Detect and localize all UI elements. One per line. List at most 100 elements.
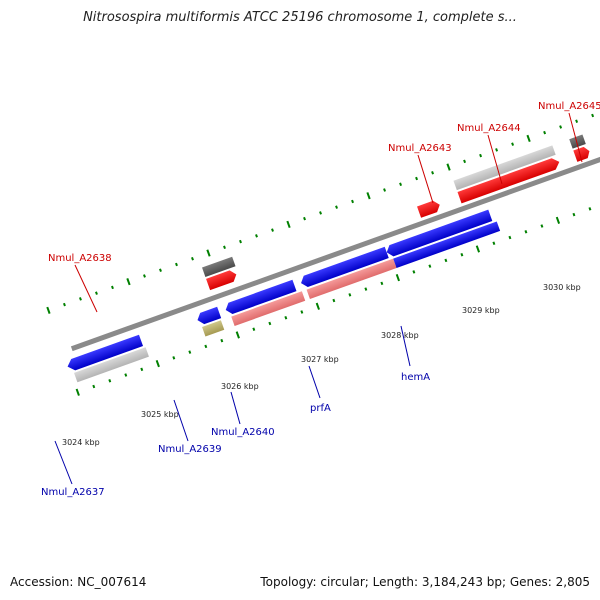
gene-label[interactable]: Nmul_A2645 bbox=[538, 101, 600, 112]
minor-tick bbox=[559, 125, 563, 129]
cds-hema[interactable] bbox=[385, 209, 493, 258]
minor-tick bbox=[220, 338, 224, 343]
minor-tick bbox=[348, 293, 352, 297]
major-tick bbox=[315, 302, 320, 310]
major-tick bbox=[395, 273, 400, 282]
minor-tick bbox=[188, 350, 192, 354]
callout-line bbox=[400, 325, 411, 367]
minor-tick bbox=[508, 235, 512, 240]
major-tick bbox=[206, 249, 211, 257]
minor-tick bbox=[540, 224, 544, 228]
callout-line bbox=[173, 399, 189, 442]
cds-nmul-a2643[interactable] bbox=[417, 199, 442, 218]
cds-nmul-a2640[interactable] bbox=[224, 279, 297, 316]
minor-tick bbox=[380, 281, 384, 286]
minor-tick bbox=[572, 212, 576, 217]
gene-nmul-a2640[interactable] bbox=[231, 291, 306, 326]
cds-nmul-a2638[interactable] bbox=[206, 269, 238, 291]
cds-nmul-a2644[interactable] bbox=[457, 156, 562, 204]
major-tick bbox=[126, 278, 131, 286]
minor-tick bbox=[575, 119, 579, 123]
minor-tick bbox=[271, 228, 274, 232]
minor-tick bbox=[79, 297, 82, 301]
kbp-label: 3030 kbp bbox=[543, 283, 581, 292]
upper-tick-row bbox=[46, 113, 595, 314]
minor-tick bbox=[335, 205, 338, 209]
reverse-gene-labels: Nmul_A2637 Nmul_A2639 Nmul_A2640 prfA he… bbox=[41, 325, 430, 498]
minor-tick bbox=[495, 148, 499, 152]
major-tick bbox=[446, 163, 451, 171]
gene-label[interactable]: prfA bbox=[310, 403, 331, 414]
major-tick bbox=[286, 220, 291, 229]
gene-nmul-a2644[interactable] bbox=[453, 145, 556, 191]
minor-tick bbox=[239, 239, 242, 244]
minor-tick bbox=[255, 234, 258, 238]
minor-tick bbox=[63, 302, 66, 307]
major-tick bbox=[75, 388, 80, 396]
cds-nmul-a2645[interactable] bbox=[573, 145, 591, 162]
minor-tick bbox=[319, 211, 322, 215]
gene-label[interactable]: Nmul_A2644 bbox=[457, 123, 521, 134]
minor-tick bbox=[591, 113, 595, 118]
minor-tick bbox=[111, 285, 114, 290]
cds-nmul-a2639[interactable] bbox=[195, 306, 222, 326]
forward-gene-labels: Nmul_A2638 Nmul_A2643 Nmul_A2644 Nmul_A2… bbox=[48, 101, 600, 313]
accession-label: Accession: NC_007614 bbox=[10, 575, 147, 589]
lower-tick-row bbox=[75, 207, 592, 396]
gene-label[interactable]: Nmul_A2638 bbox=[48, 253, 112, 264]
minor-tick bbox=[92, 384, 96, 389]
minor-tick bbox=[511, 142, 515, 146]
kbp-labels: 3024 kbp 3025 kbp 3026 kbp 3027 kbp 3028… bbox=[62, 283, 581, 447]
minor-tick bbox=[460, 252, 464, 257]
major-tick bbox=[366, 192, 371, 200]
minor-tick bbox=[159, 268, 162, 272]
gene-prfa[interactable] bbox=[306, 258, 397, 300]
callout-line bbox=[417, 154, 434, 204]
minor-tick bbox=[383, 188, 386, 192]
minor-tick bbox=[204, 344, 208, 349]
minor-tick bbox=[415, 176, 419, 181]
gene-label[interactable]: hemA bbox=[401, 372, 430, 383]
minor-tick bbox=[252, 327, 256, 331]
minor-tick bbox=[140, 367, 144, 372]
minor-tick bbox=[223, 245, 226, 250]
minor-tick bbox=[268, 321, 272, 326]
gene-label[interactable]: Nmul_A2643 bbox=[388, 143, 452, 154]
kbp-label: 3026 kbp bbox=[221, 382, 259, 391]
map-title: Nitrosospira multiformis ATCC 25196 chro… bbox=[83, 10, 517, 25]
major-tick bbox=[235, 331, 240, 339]
minor-tick bbox=[479, 153, 483, 158]
minor-tick bbox=[191, 257, 194, 261]
gene-label[interactable]: Nmul_A2640 bbox=[211, 427, 275, 438]
cds-nmul-a2637[interactable] bbox=[66, 334, 144, 373]
major-tick bbox=[475, 245, 481, 253]
minor-tick bbox=[428, 264, 432, 268]
callout-line bbox=[308, 365, 321, 399]
gene-nmul-a2639[interactable] bbox=[202, 320, 225, 337]
minor-tick bbox=[588, 207, 592, 211]
major-tick bbox=[555, 216, 561, 224]
minor-tick bbox=[172, 356, 176, 360]
minor-tick bbox=[399, 182, 403, 187]
kbp-label: 3029 kbp bbox=[462, 306, 500, 315]
gene-label[interactable]: Nmul_A2637 bbox=[41, 487, 105, 498]
gene-nmul-a2637[interactable] bbox=[74, 347, 149, 383]
major-tick bbox=[526, 134, 531, 143]
chromosome-backbone bbox=[70, 96, 600, 352]
minor-tick bbox=[303, 216, 306, 221]
callout-line bbox=[54, 440, 73, 485]
minor-tick bbox=[143, 274, 146, 278]
gene-hema[interactable] bbox=[393, 221, 501, 269]
minor-tick bbox=[444, 258, 448, 263]
minor-tick bbox=[124, 373, 128, 377]
minor-tick bbox=[463, 159, 467, 164]
gene-nmul-a2645[interactable] bbox=[569, 134, 586, 149]
genome-summary: Topology: circular; Length: 3,184,243 bp… bbox=[260, 575, 590, 589]
kbp-label: 3028 kbp bbox=[381, 331, 419, 340]
callout-line bbox=[487, 134, 503, 185]
kbp-label: 3025 kbp bbox=[141, 410, 179, 419]
cds-prfa[interactable] bbox=[299, 246, 389, 289]
gene-label[interactable]: Nmul_A2639 bbox=[158, 444, 222, 455]
gene-nmul-a2638[interactable] bbox=[202, 256, 236, 277]
